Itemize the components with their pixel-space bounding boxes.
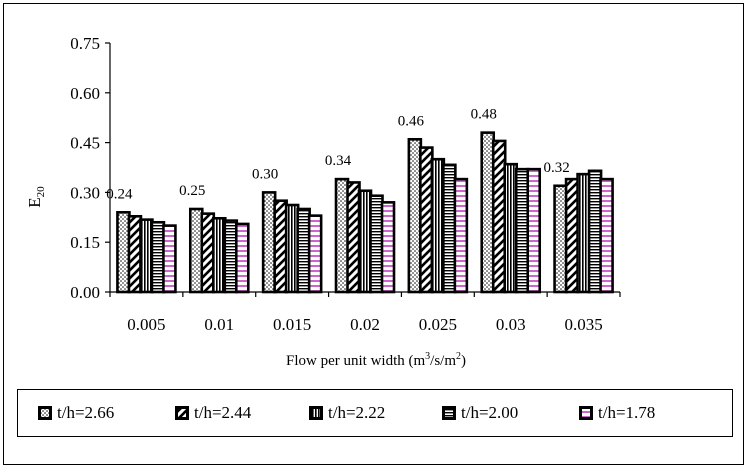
y-tick-label: 0.30 [70,183,100,202]
chart-frame [3,3,744,465]
bar-t-h-1-78-0-005 [162,224,177,294]
bar-t-h-1-78-0-025 [453,177,469,294]
legend-label: t/h=2.44 [194,403,252,422]
legend-swatch-rect [175,406,189,420]
legend-label: t/h=2.66 [57,403,115,422]
axes: 0.00 0.15 0.30 0.45 0.60 0.75 0.005 0.01 0.015 0.… [70,34,621,334]
x-tick-label: 0.025 [419,315,457,334]
bar-t-h-1-78-0-02 [380,201,396,294]
legend: t/h=2.66 t/h=2.44 t/h=2.22 t/h=2.00 t/h=1.78 [17,389,733,437]
legend-item: t/h=2.66 [38,402,114,424]
legend-swatch [579,406,593,420]
legend-item: t/h=2.44 [175,402,251,424]
legend-item: t/h=1.78 [579,402,655,424]
data-label: 0.32 [543,160,569,176]
legend-item: t/h=2.22 [309,402,385,424]
x-tick-label: 0.02 [350,315,380,334]
bar-t-h-2-22-0-01 [211,216,227,294]
x-tick-label: 0.035 [564,315,602,334]
x-tick-label: 0.005 [127,315,165,334]
y-tick-label: 0.00 [70,283,100,302]
legend-swatch [38,406,52,420]
bar-t-h-1-78-0-03 [526,167,542,294]
legend-swatch-rect [38,406,52,420]
legend-swatch [309,406,323,420]
y-tick-label: 0.60 [70,84,100,103]
bar-t-h-2-66-0-01 [188,207,204,294]
data-labels-group: 0.24 0.25 0.30 0.34 0.46 0.48 0.32 [106,107,569,203]
legend-swatch-rect [579,406,593,420]
data-label: 0.30 [252,166,278,182]
bar-t-h-2-44-0-005 [127,215,143,294]
y-tick-label: 0.15 [70,233,100,252]
y-tick-label: 0.45 [70,134,100,153]
legend-label: t/h=2.00 [461,403,519,422]
legend-swatch-rect [442,406,456,420]
legend-label: t/h=2.22 [328,403,386,422]
data-label: 0.46 [398,113,425,129]
x-tick-label: 0.015 [273,315,311,334]
bars-group [116,131,614,294]
x-tick-label: 0.03 [496,315,526,334]
bar-t-h-2-44-0-01 [200,212,216,294]
bar-t-h-1-78-0-01 [234,222,250,294]
x-axis-label: Flow per unit width (m3/s/m2) [286,351,466,369]
bar-t-h-1-78-0-015 [307,214,323,294]
bar-t-h-2-66-0-005 [116,211,131,294]
data-label: 0.24 [106,186,133,202]
legend-label: t/h=1.78 [598,403,656,422]
bar-t-h-2-22-0-005 [139,218,154,294]
y-axis-label: E20 [25,186,47,208]
legend-swatch [442,406,456,420]
data-label: 0.34 [325,153,352,169]
legend-swatch-rect [309,406,323,420]
legend-swatch [175,406,189,420]
bar-t-h-1-78-0-035 [599,177,614,294]
y-tick-label: 0.75 [70,34,100,53]
bar-t-h-2-00-0-005 [150,220,166,294]
data-label: 0.48 [471,107,497,123]
legend-item: t/h=2.00 [442,402,518,424]
x-tick-label: 0.01 [204,315,234,334]
bar-t-h-2-00-0-01 [223,219,239,294]
data-label: 0.25 [179,183,205,199]
